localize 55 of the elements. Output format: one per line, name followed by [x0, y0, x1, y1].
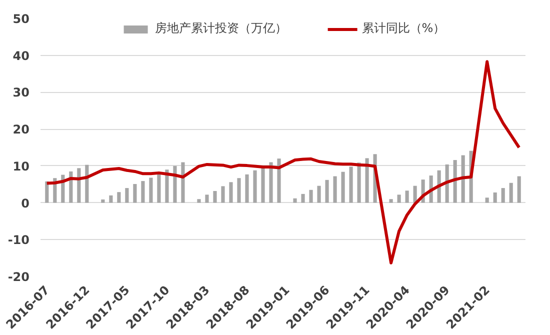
- bar: [245, 174, 249, 203]
- bar: [517, 176, 521, 203]
- bar: [493, 192, 497, 203]
- y-tick-label: 30: [12, 86, 30, 100]
- bar: [357, 162, 361, 203]
- bar: [397, 194, 401, 203]
- bar: [461, 155, 465, 203]
- bar: [109, 195, 113, 203]
- bar: [197, 199, 201, 203]
- bar: [453, 160, 457, 203]
- bar: [301, 194, 305, 203]
- bar: [101, 199, 105, 203]
- bar: [205, 194, 209, 203]
- y-tick-label: 0: [21, 196, 30, 210]
- bar: [141, 181, 145, 203]
- y-tick-label: 50: [12, 12, 30, 26]
- bar: [325, 180, 329, 203]
- y-tick-label: 40: [12, 48, 30, 63]
- bar: [349, 166, 353, 203]
- bar: [405, 190, 409, 203]
- bar: [133, 184, 137, 203]
- bar: [389, 199, 393, 203]
- bar: [157, 173, 161, 203]
- bar: [165, 170, 169, 203]
- bar: [261, 166, 265, 203]
- legend-label: 累计同比（%）: [362, 20, 446, 37]
- bar: [277, 158, 281, 203]
- bar: [149, 178, 153, 203]
- bar: [509, 182, 513, 203]
- bar: [237, 178, 241, 203]
- bar: [485, 198, 489, 203]
- y-tick-label: -10: [8, 233, 30, 248]
- bar: [181, 162, 185, 203]
- bar: [365, 158, 369, 203]
- bar: [253, 170, 257, 203]
- bar: [117, 192, 121, 203]
- bar: [293, 198, 297, 203]
- bar: [501, 188, 505, 203]
- y-tick-label: -20: [8, 270, 30, 284]
- bar: [125, 188, 129, 203]
- bar: [77, 168, 81, 203]
- bar: [229, 182, 233, 203]
- bar: [269, 162, 273, 203]
- bar: [309, 190, 313, 203]
- bar: [317, 186, 321, 203]
- bar: [213, 190, 217, 203]
- bar: [333, 176, 337, 203]
- bar: [341, 172, 345, 203]
- bar: [45, 181, 49, 203]
- bar: [173, 166, 177, 203]
- bar: [221, 186, 225, 203]
- y-tick-label: 10: [12, 159, 30, 174]
- y-tick-label: 20: [12, 122, 30, 137]
- legend-label: 房地产累计投资（万亿）: [154, 20, 287, 37]
- line-series: [45, 60, 521, 264]
